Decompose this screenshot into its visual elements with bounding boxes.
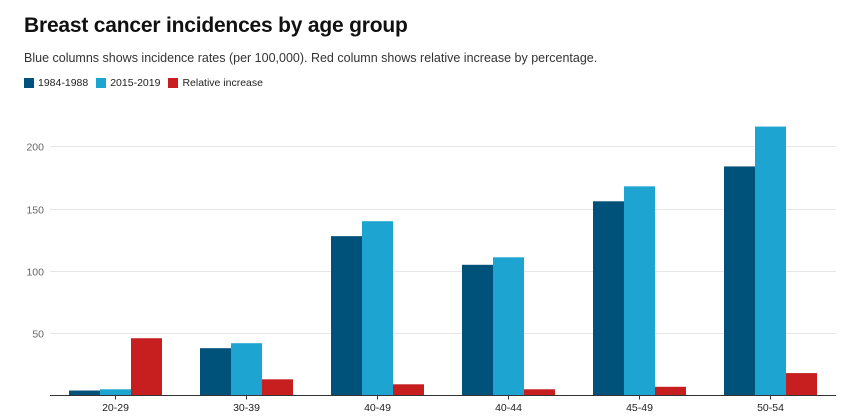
bar-2015-2019-30-39: [231, 343, 262, 396]
y-tick-label-100: 100: [26, 267, 44, 279]
legend-item-1984-1988: 1984-1988: [24, 77, 88, 89]
legend-swatch-relative-increase: [168, 78, 179, 88]
y-tick-label-200: 200: [26, 142, 44, 154]
bar-1984-1988-30-39: [200, 348, 231, 396]
legend-item-relative-increase: Relative increase: [168, 77, 263, 89]
legend: 1984-1988 2015-2019 Relative increase: [24, 77, 271, 89]
x-axis: 20-29 30-39 40-49 40-44 45-49 50-54: [50, 395, 836, 414]
chart-subtitle: Blue columns shows incidence rates (per …: [24, 51, 598, 65]
x-tick-label-40-49: 40-49: [364, 402, 391, 414]
bars: [69, 126, 817, 396]
bar-2015-2019-40-49: [362, 221, 393, 396]
bar-relative-increase-30-39: [262, 379, 293, 396]
bar-relative-increase-40-49: [393, 384, 424, 396]
bar-1984-1988-20-29: [69, 390, 100, 396]
bar-relative-increase-40-44: [524, 389, 555, 396]
bar-2015-2019-45-49: [624, 186, 655, 396]
legend-swatch-1984-1988: [24, 78, 34, 88]
bar-1984-1988-40-49: [331, 236, 362, 396]
x-tick-label-45-49: 45-49: [626, 402, 653, 414]
legend-swatch-2015-2019: [96, 78, 107, 88]
bar-1984-1988-50-54: [724, 166, 755, 396]
bar-1984-1988-40-44: [462, 264, 493, 396]
legend-label-1984-1988: 1984-1988: [38, 77, 89, 89]
legend-label-relative-increase: Relative increase: [182, 77, 263, 89]
y-axis: 50 100 150 200: [26, 142, 44, 341]
y-tick-label-150: 150: [26, 205, 44, 217]
legend-item-2015-2019: 2015-2019: [96, 77, 160, 89]
bar-relative-increase-20-29: [131, 338, 162, 396]
legend-label-2015-2019: 2015-2019: [110, 77, 161, 89]
bar-1984-1988-45-49: [593, 201, 624, 396]
x-tick-label-30-39: 30-39: [233, 402, 260, 414]
x-tick-label-20-29: 20-29: [102, 402, 129, 414]
y-tick-label-50: 50: [32, 329, 44, 341]
x-tick-label-40-44: 40-44: [495, 402, 522, 414]
gridlines: [50, 146, 836, 334]
bar-2015-2019-40-44: [493, 257, 524, 396]
chart-title: Breast cancer incidences by age group: [24, 14, 408, 37]
bar-relative-increase-45-49: [655, 386, 686, 396]
bar-relative-increase-50-54: [786, 373, 817, 396]
bar-2015-2019-20-29: [100, 389, 131, 396]
bar-2015-2019-50-54: [755, 126, 786, 396]
x-tick-label-50-54: 50-54: [757, 402, 784, 414]
